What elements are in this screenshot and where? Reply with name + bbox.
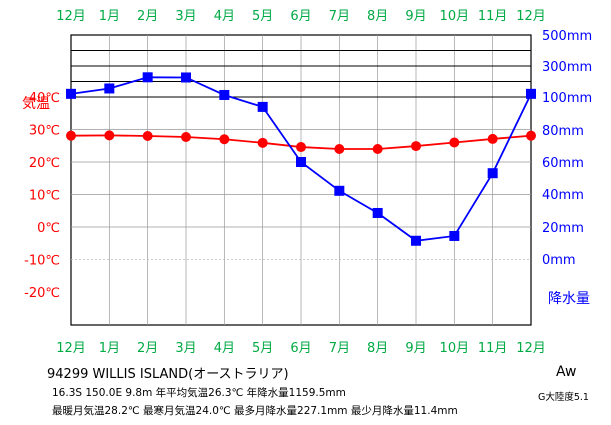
precipitation-tick-label: 0mm	[542, 253, 576, 268]
month-label-top: 9月	[405, 9, 426, 24]
month-label-bottom: 5月	[252, 341, 273, 356]
precipitation-point	[372, 207, 383, 218]
month-label-bottom: 3月	[175, 341, 196, 356]
month-label-top: 1月	[99, 9, 120, 24]
temperature-point	[142, 131, 153, 141]
month-label-top: 11月	[478, 9, 508, 24]
month-label-top: 8月	[367, 9, 388, 24]
month-label-bottom: 2月	[137, 341, 158, 356]
precipitation-point	[411, 235, 421, 246]
continentality-index: G大陸度5.1	[538, 392, 589, 403]
temperature-tick-label: 30℃	[29, 124, 60, 139]
month-label-top: 7月	[329, 9, 350, 24]
month-label-bottom: 1月	[99, 341, 120, 356]
temperature-point	[104, 130, 115, 141]
month-label-top: 5月	[252, 9, 273, 24]
precipitation-tick-label: 60mm	[542, 156, 584, 171]
temperature-point	[372, 144, 383, 154]
station-stats-line2: 最暖月気温28.2℃ 最寒月気温24.0℃ 最多月降水量227.1mm 最少月降…	[52, 405, 458, 417]
month-label-bottom: 6月	[290, 341, 311, 356]
month-label-top: 3月	[175, 9, 196, 24]
precipitation-point	[296, 157, 306, 167]
precipitation-point	[104, 83, 115, 94]
month-label-bottom: 12月	[56, 341, 86, 356]
precipitation-point	[257, 101, 268, 112]
month-label-top: 2月	[137, 9, 158, 24]
temperature-point	[66, 130, 76, 141]
precipitation-point	[449, 230, 460, 241]
precipitation-point	[142, 72, 153, 83]
temperature-point	[181, 131, 191, 142]
month-label-bottom: 11月	[478, 341, 508, 356]
precipitation-point	[66, 88, 76, 99]
temperature-tick-label: 20℃	[29, 156, 60, 171]
temperature-tick-label: 40℃	[29, 91, 60, 106]
temperature-point	[411, 141, 421, 152]
precipitation-point	[219, 89, 230, 100]
month-label-bottom: 12月	[516, 341, 546, 356]
month-label-bottom: 4月	[214, 341, 235, 356]
month-label-top: 10月	[440, 9, 470, 24]
precipitation-tick-label: 20mm	[542, 221, 584, 236]
climate-code: Aw	[556, 364, 577, 380]
temperature-point	[334, 144, 345, 154]
month-label-top: 12月	[56, 9, 86, 24]
month-label-top: 12月	[516, 9, 546, 24]
precipitation-tick-label: 500mm	[542, 29, 592, 44]
temperature-point	[487, 133, 498, 144]
temperature-tick-label: -20℃	[24, 286, 60, 301]
precipitation-tick-label: 300mm	[542, 60, 592, 75]
precipitation-point	[487, 168, 498, 179]
precipitation-tick-label: 80mm	[542, 124, 584, 139]
month-label-bottom: 8月	[367, 341, 388, 356]
month-label-top: 4月	[214, 9, 235, 24]
precipitation-point	[526, 88, 536, 99]
station-stats-line1: 16.3S 150.0E 9.8m 年平均気温26.3℃ 年降水量1159.5m…	[52, 387, 346, 399]
station-title: 94299 WILLIS ISLAND(オーストラリア)	[47, 367, 289, 382]
precipitation-tick-label: 40mm	[542, 188, 584, 203]
temperature-point	[257, 137, 268, 148]
temperature-point	[526, 130, 536, 141]
month-label-top: 6月	[290, 9, 311, 24]
month-label-bottom: 9月	[405, 341, 426, 356]
precipitation-tick-label: 100mm	[542, 91, 592, 106]
precipitation-point	[334, 185, 345, 196]
precipitation-axis-title: 降水量	[548, 291, 590, 307]
temperature-tick-label: -10℃	[24, 254, 60, 269]
temperature-tick-label: 10℃	[29, 189, 60, 204]
temperature-point	[296, 142, 306, 153]
month-label-bottom: 7月	[329, 341, 350, 356]
temperature-axis-title: 気温	[22, 96, 50, 112]
temperature-point	[219, 134, 230, 145]
precipitation-point	[181, 72, 191, 83]
month-label-bottom: 10月	[440, 341, 470, 356]
temperature-point	[449, 137, 460, 148]
temperature-tick-label: 0℃	[37, 221, 60, 236]
